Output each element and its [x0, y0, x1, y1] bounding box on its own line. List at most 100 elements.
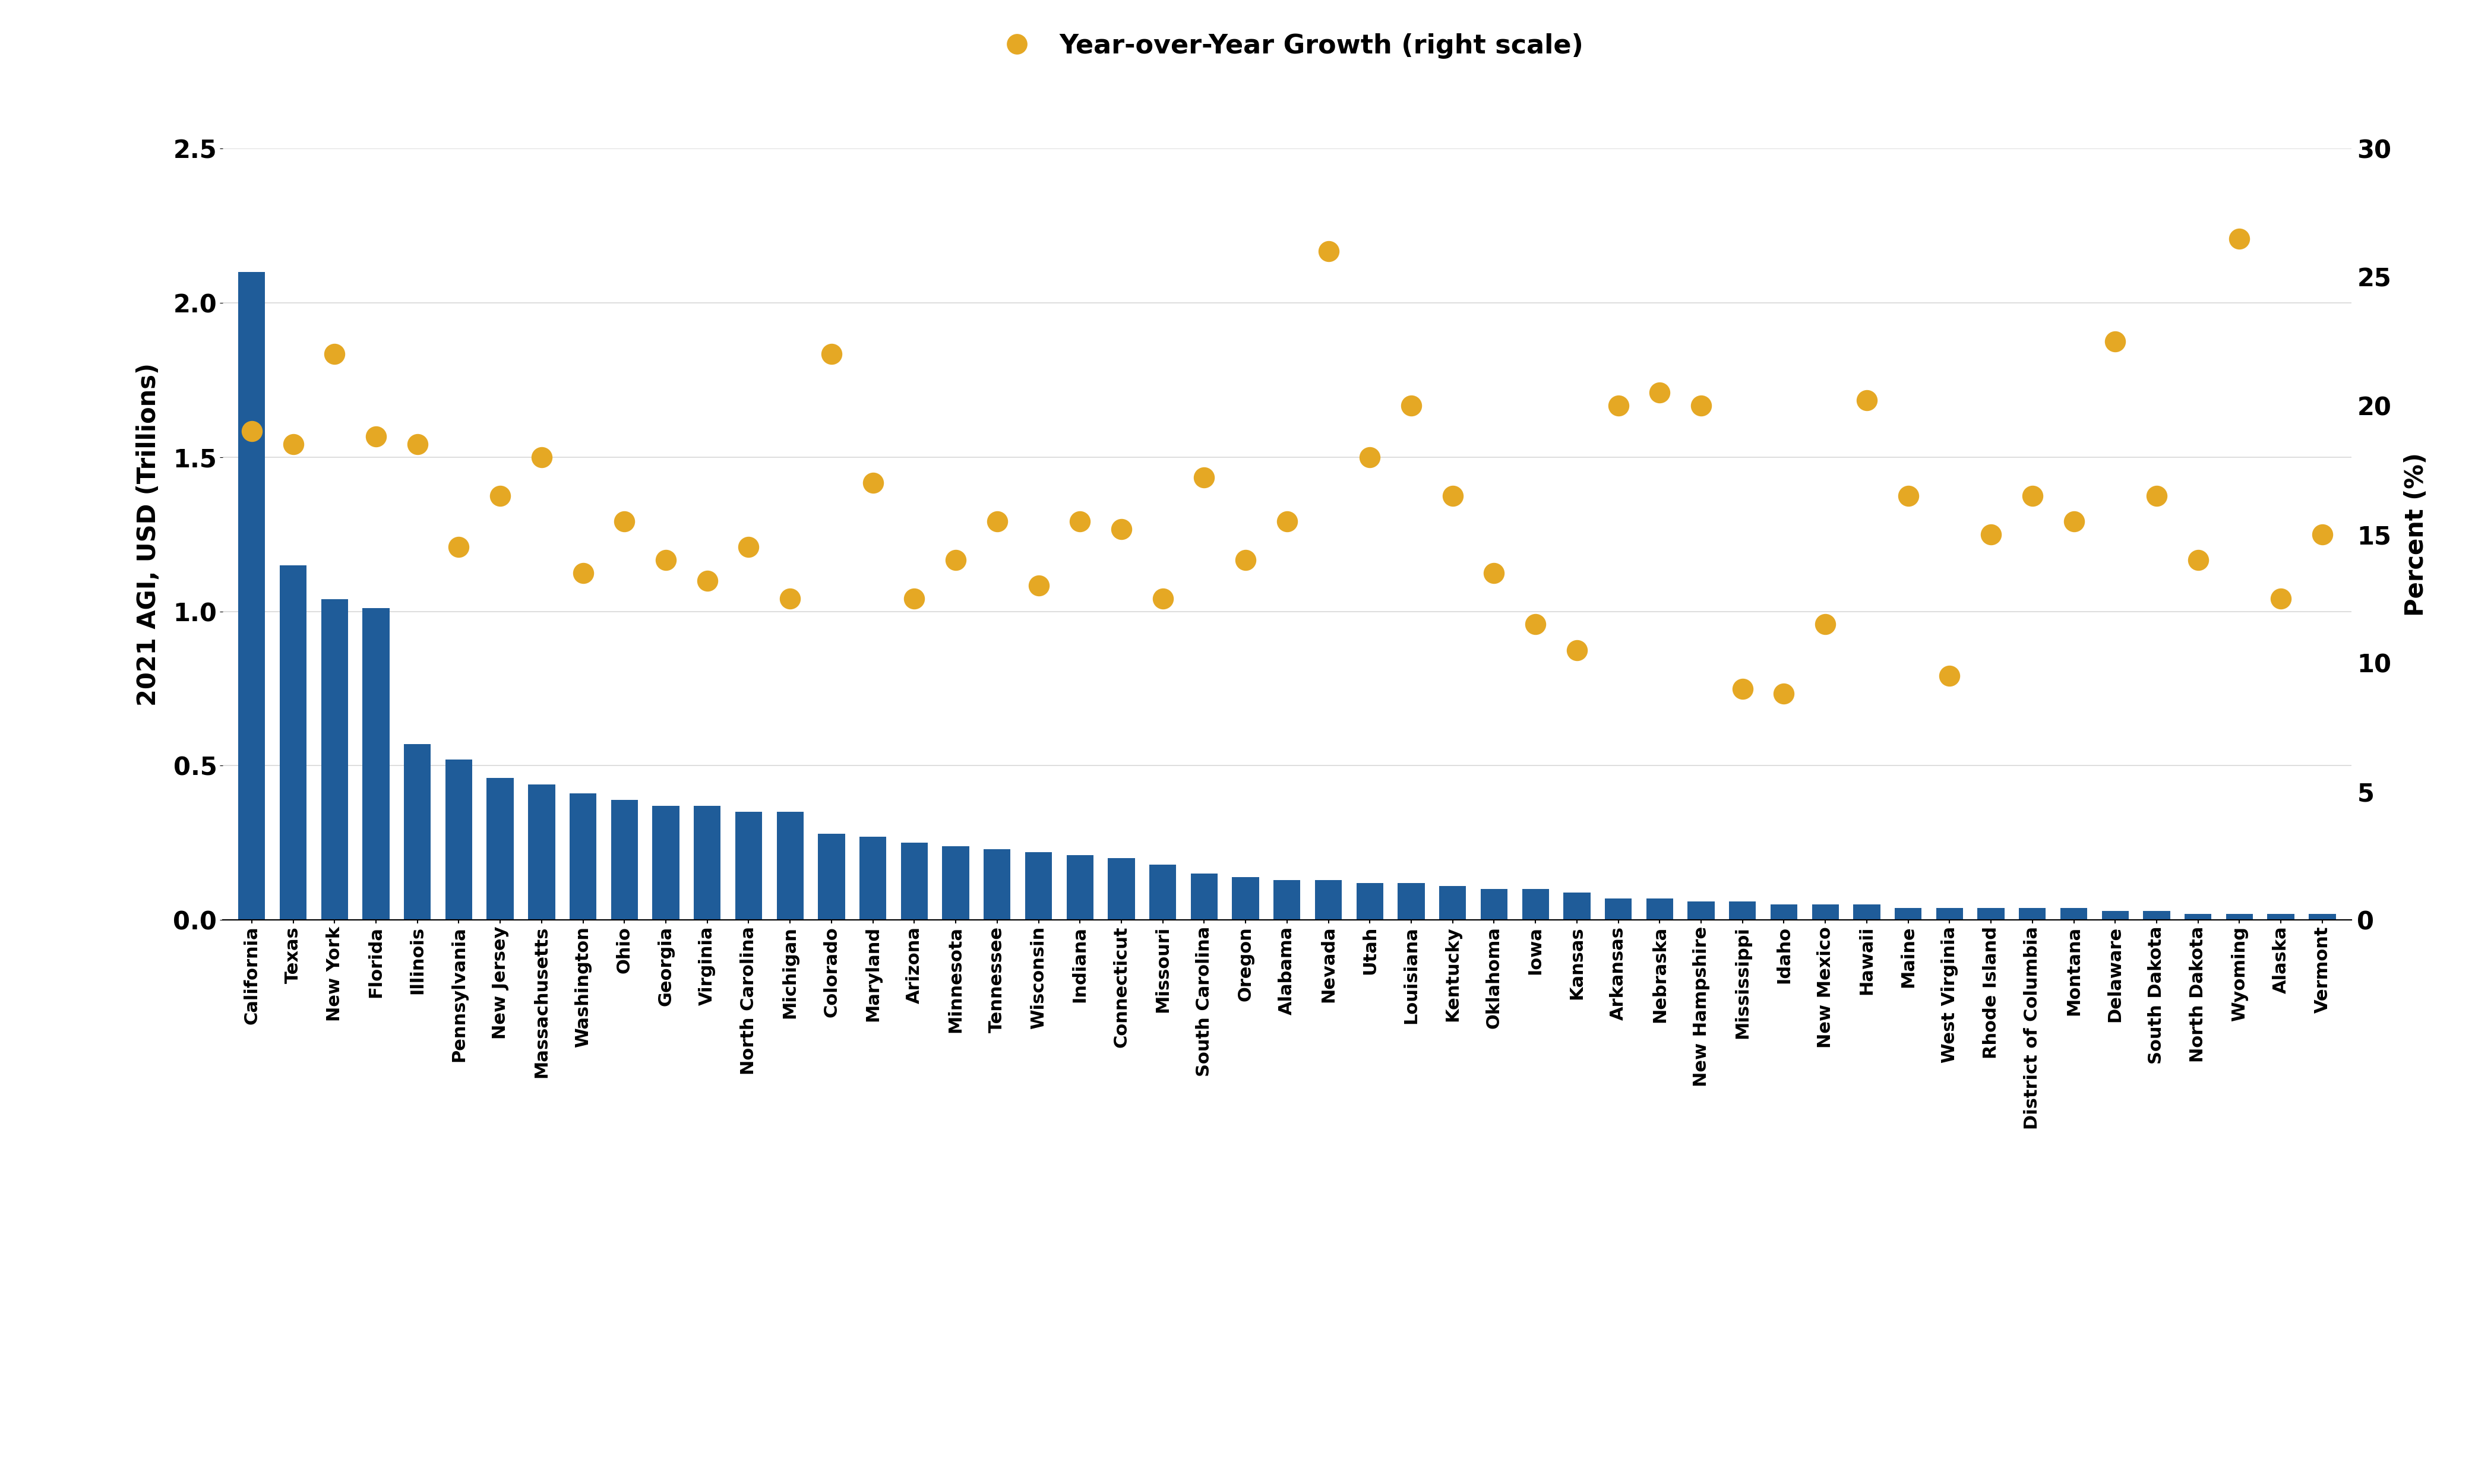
Point: [1557, 638, 1596, 662]
Point: [646, 548, 686, 571]
Bar: [693, 806, 720, 920]
Point: [1681, 393, 1720, 417]
Bar: [943, 846, 970, 920]
Bar: [611, 800, 639, 920]
Bar: [1978, 908, 2005, 920]
Point: [2302, 522, 2341, 546]
Point: [1723, 677, 1762, 700]
Bar: [1275, 880, 1299, 920]
Bar: [1148, 865, 1176, 920]
Bar: [777, 812, 804, 920]
Point: [2262, 586, 2302, 610]
Bar: [1190, 874, 1218, 920]
Bar: [446, 760, 473, 920]
Bar: [2267, 914, 2294, 920]
Bar: [2309, 914, 2336, 920]
Bar: [2185, 914, 2213, 920]
Point: [2178, 548, 2218, 571]
Point: [1931, 663, 1970, 687]
Bar: [1109, 858, 1136, 920]
Point: [1309, 239, 1349, 263]
Bar: [569, 794, 596, 920]
Point: [2012, 484, 2052, 508]
Point: [2220, 227, 2260, 251]
Legend: Year-over-Year Growth (right scale): Year-over-Year Growth (right scale): [980, 22, 1594, 70]
Bar: [1604, 898, 1631, 920]
Point: [480, 484, 520, 508]
Point: [1641, 381, 1681, 405]
Point: [1888, 484, 1928, 508]
Bar: [322, 600, 349, 920]
Point: [812, 343, 851, 367]
Bar: [2059, 908, 2086, 920]
Point: [1970, 522, 2010, 546]
Point: [1143, 586, 1183, 610]
Bar: [280, 565, 307, 920]
Bar: [1356, 883, 1384, 920]
Point: [770, 586, 809, 610]
Bar: [1522, 889, 1549, 920]
Point: [1599, 393, 1638, 417]
Bar: [1025, 852, 1052, 920]
Point: [233, 420, 272, 444]
Bar: [1438, 886, 1465, 920]
Y-axis label: 2021 AGI, USD (Trillions): 2021 AGI, USD (Trillions): [136, 362, 161, 706]
Bar: [1564, 892, 1591, 920]
Point: [893, 586, 933, 610]
Point: [1267, 509, 1307, 533]
Point: [564, 561, 604, 585]
Point: [314, 343, 354, 367]
Point: [2054, 509, 2094, 533]
Point: [1225, 548, 1265, 571]
Point: [398, 432, 438, 456]
Bar: [901, 843, 928, 920]
Point: [1475, 561, 1515, 585]
Bar: [1730, 902, 1755, 920]
Point: [854, 470, 893, 494]
Bar: [2143, 911, 2171, 920]
Point: [1765, 681, 1804, 705]
Point: [1349, 445, 1388, 469]
Point: [1059, 509, 1099, 533]
Point: [688, 568, 728, 592]
Point: [936, 548, 975, 571]
Bar: [1812, 905, 1839, 920]
Bar: [403, 743, 431, 920]
Point: [1391, 393, 1431, 417]
Bar: [653, 806, 678, 920]
Bar: [1646, 898, 1673, 920]
Point: [1020, 574, 1059, 598]
Point: [2096, 329, 2136, 353]
Point: [1807, 613, 1846, 637]
Bar: [2225, 914, 2252, 920]
Point: [1186, 466, 1225, 490]
Point: [272, 432, 312, 456]
Bar: [1935, 908, 1963, 920]
Bar: [1480, 889, 1507, 920]
Y-axis label: Percent (%): Percent (%): [2403, 453, 2428, 616]
Point: [1433, 484, 1473, 508]
Point: [1515, 613, 1554, 637]
Bar: [859, 837, 886, 920]
Bar: [527, 784, 554, 920]
Bar: [735, 812, 762, 920]
Bar: [2101, 911, 2128, 920]
Bar: [819, 834, 844, 920]
Point: [978, 509, 1017, 533]
Bar: [1896, 908, 1921, 920]
Bar: [1688, 902, 1715, 920]
Bar: [488, 778, 515, 920]
Point: [522, 445, 562, 469]
Point: [438, 536, 478, 559]
Bar: [1398, 883, 1426, 920]
Bar: [983, 849, 1010, 920]
Point: [2136, 484, 2176, 508]
Bar: [1770, 905, 1797, 920]
Point: [1846, 389, 1886, 413]
Bar: [1854, 905, 1881, 920]
Point: [728, 536, 767, 559]
Bar: [1314, 880, 1341, 920]
Bar: [2020, 908, 2047, 920]
Point: [1101, 518, 1141, 542]
Bar: [1067, 855, 1094, 920]
